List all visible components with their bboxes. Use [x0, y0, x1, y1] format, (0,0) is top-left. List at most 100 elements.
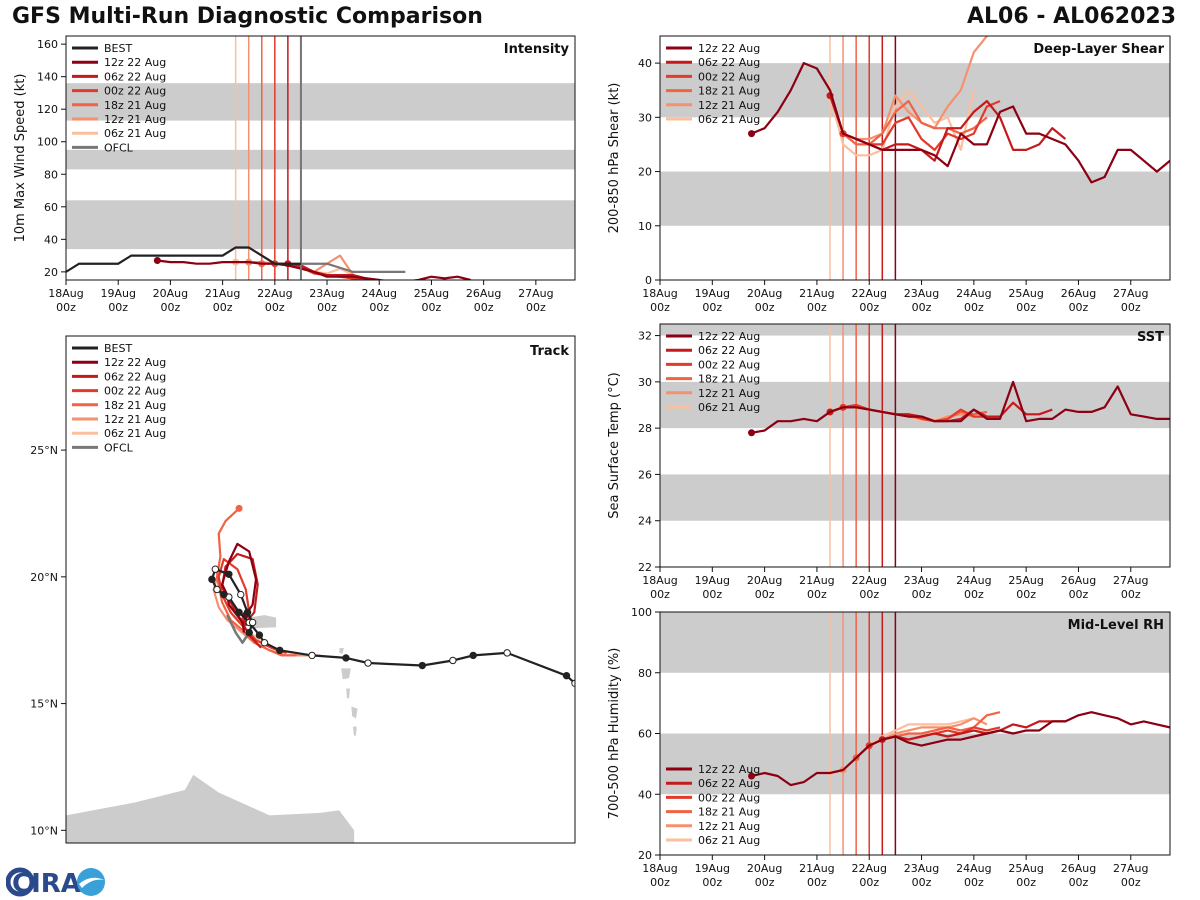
intensity-ytick-label: 80 [44, 168, 58, 181]
intensity-xtick-hour: 00z [265, 301, 285, 314]
intensity-legend-label: 06z 21 Aug [104, 127, 166, 140]
rh-title: Mid-Level RH [1068, 618, 1164, 633]
track-best-point [248, 618, 257, 627]
track-best-point [308, 651, 316, 660]
track-plot-area [66, 504, 575, 843]
track-best-point [418, 661, 426, 670]
track-00z-22-Aug [217, 557, 287, 654]
intensity-band-2 [66, 83, 575, 121]
rh-xtick-day: 19Aug [695, 862, 730, 875]
sst-xtick-hour: 00z [859, 588, 879, 601]
shear-panel: 01020304018Aug00z19Aug00z20Aug00z21Aug00… [607, 35, 1171, 314]
track-best-point [276, 646, 284, 655]
rh-ytick-label: 40 [638, 788, 652, 801]
shear-ytick-label: 10 [638, 220, 652, 233]
intensity-legend-label: 12z 21 Aug [104, 113, 166, 126]
shear-xtick-day: 18Aug [642, 287, 677, 300]
track-12z-22-Aug [221, 542, 258, 633]
land-4 [345, 688, 351, 699]
intensity-xtick-day: 21Aug [205, 287, 240, 300]
sst-ytick-label: 28 [638, 422, 652, 435]
shear-xtick-hour: 00z [1069, 301, 1089, 314]
rh-ytick-label: 20 [638, 849, 652, 862]
rh-plot-area [660, 612, 1170, 855]
shear-legend-label: 18z 21 Aug [698, 85, 760, 98]
shear-band-0 [660, 171, 1170, 226]
shear-xtick-hour: 00z [1016, 301, 1036, 314]
rh-xtick-day: 22Aug [851, 862, 886, 875]
shear-xtick-day: 21Aug [799, 287, 834, 300]
storm-id-title: AL06 - AL062023 [967, 4, 1176, 29]
track-lat-label: 10°N [30, 824, 58, 837]
land-0 [66, 774, 355, 843]
intensity-xtick-day: 26Aug [466, 287, 501, 300]
sst-plot-area [660, 324, 1170, 567]
intensity-xtick-day: 18Aug [48, 287, 83, 300]
track-best-point [469, 651, 477, 660]
sst-ylabel: Sea Surface Temp (°C) [607, 372, 622, 519]
intensity-xtick-hour: 00z [213, 301, 233, 314]
shear-ytick-label: 30 [638, 111, 652, 124]
shear-frame [659, 35, 1171, 281]
shear-xtick-hour: 00z [859, 301, 879, 314]
rh-ytick-label: 80 [638, 667, 652, 680]
sst-init-point-12z-22-Aug [748, 429, 756, 437]
land-3 [340, 667, 352, 680]
intensity-ytick-label: 20 [44, 266, 58, 279]
sst-band-1 [660, 381, 1170, 429]
track-best-point [211, 565, 220, 573]
sst-band-2 [660, 324, 1170, 336]
track-best-point [245, 628, 253, 637]
intensity-xtick-hour: 00z [474, 301, 494, 314]
track-best-point [235, 608, 243, 617]
rh-legend-label: 06z 21 Aug [698, 834, 760, 847]
sst-xtick-day: 27Aug [1113, 574, 1148, 587]
track-init-18z-21-Aug [235, 504, 243, 512]
shear-xtick-hour: 00z [912, 301, 932, 314]
rh-xtick-hour: 00z [702, 876, 722, 889]
rh-xtick-day: 20Aug [747, 862, 782, 875]
sst-xtick-day: 25Aug [1008, 574, 1043, 587]
track-lat-label: 25°N [30, 444, 58, 457]
intensity-legend-label: OFCL [104, 141, 134, 154]
track-18z-21-Aug [215, 507, 297, 657]
track-legend-label: 12z 21 Aug [104, 413, 166, 426]
rh-xtick-hour: 00z [859, 876, 879, 889]
intensity-xtick-hour: 00z [526, 301, 546, 314]
rh-legend-label: 12z 22 Aug [698, 763, 760, 776]
intensity-xtick-day: 25Aug [414, 287, 449, 300]
logo-ring [6, 867, 35, 897]
rh-xtick-day: 24Aug [956, 862, 991, 875]
rh-ytick-label: 100 [631, 606, 652, 619]
track-lat-label: 20°N [30, 571, 58, 584]
rh-xtick-hour: 00z [650, 876, 670, 889]
logo-text: CIRA [12, 869, 81, 898]
track-best-point [342, 654, 350, 662]
track-legend-label: BEST [104, 342, 132, 355]
intensity-xtick-hour: 00z [56, 301, 76, 314]
intensity-legend-label: 18z 21 Aug [104, 99, 166, 112]
shear-xtick-hour: 00z [964, 301, 984, 314]
shear-xtick-hour: 00z [807, 301, 827, 314]
shear-band-1 [660, 63, 1170, 118]
shear-init-point-12z-22-Aug [748, 130, 756, 138]
rh-xtick-day: 21Aug [799, 862, 834, 875]
rh-legend-label: 06z 22 Aug [698, 777, 760, 790]
track-legend-label: 00z 22 Aug [104, 385, 166, 398]
intensity-xtick-day: 22Aug [257, 287, 292, 300]
intensity-ytick-label: 120 [37, 103, 58, 116]
intensity-band-0 [66, 200, 575, 250]
shear-xtick-day: 19Aug [695, 287, 730, 300]
track-best-point [364, 659, 372, 667]
intensity-xtick-day: 20Aug [153, 287, 188, 300]
intensity-legend-label: 12z 22 Aug [104, 56, 166, 69]
track-best-point [208, 575, 216, 584]
sst-panel: 22242628303218Aug00z19Aug00z20Aug00z21Au… [607, 323, 1171, 601]
shear-ylabel: 200-850 hPa Shear (kt) [607, 83, 622, 234]
rh-series-06z-22-Aug [882, 720, 1066, 741]
land-5 [350, 705, 359, 720]
track-best-point [562, 671, 571, 680]
rh-xtick-hour: 00z [912, 876, 932, 889]
sst-xtick-hour: 00z [964, 588, 984, 601]
